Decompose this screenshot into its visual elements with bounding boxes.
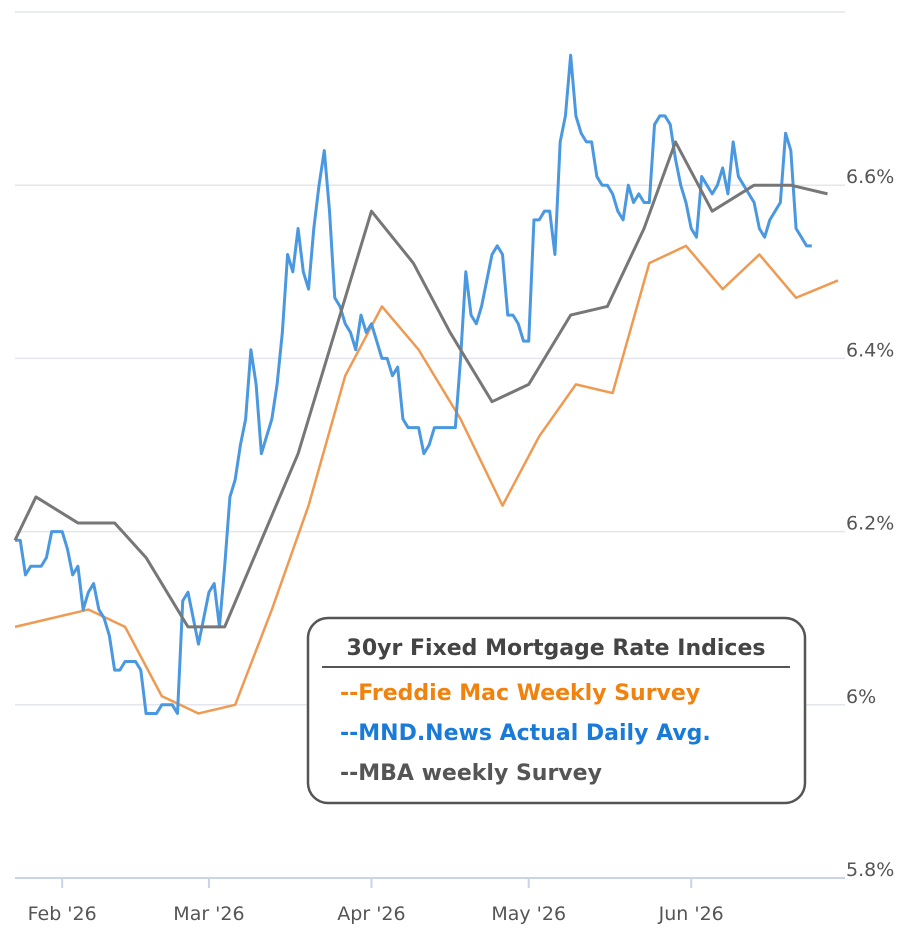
y-tick-label: 6.4% xyxy=(846,339,894,361)
plot: 5.8% 6% 6.2% 6.4% 6.6% Feb '26 Mar '26 Apr '26 M… xyxy=(13,11,894,925)
y-tick-label: 6% xyxy=(846,686,876,708)
line-series xyxy=(14,244,839,715)
legend-box xyxy=(306,616,807,805)
legend-entry: --MND.News Actual Daily Avg. xyxy=(340,721,711,746)
x-tick-label: Apr '26 xyxy=(337,903,405,925)
y-tick-label: 6.2% xyxy=(846,513,894,535)
legend-entry: --Freddie Mac Weekly Survey xyxy=(340,681,700,706)
y-tick-label: 6.6% xyxy=(846,166,894,188)
x-tick-label: Feb '26 xyxy=(28,903,97,925)
x-tick-label: Mar '26 xyxy=(173,903,244,925)
line-series xyxy=(13,140,828,629)
line-series xyxy=(15,53,812,715)
legend-title: 30yr Fixed Mortgage Rate Indices xyxy=(347,636,766,661)
x-tick-label: May '26 xyxy=(491,903,566,925)
y-tick-label: 5.8% xyxy=(846,859,894,881)
legend-entry: --MBA weekly Survey xyxy=(340,761,602,786)
x-tick-label: Jun '26 xyxy=(658,903,724,925)
